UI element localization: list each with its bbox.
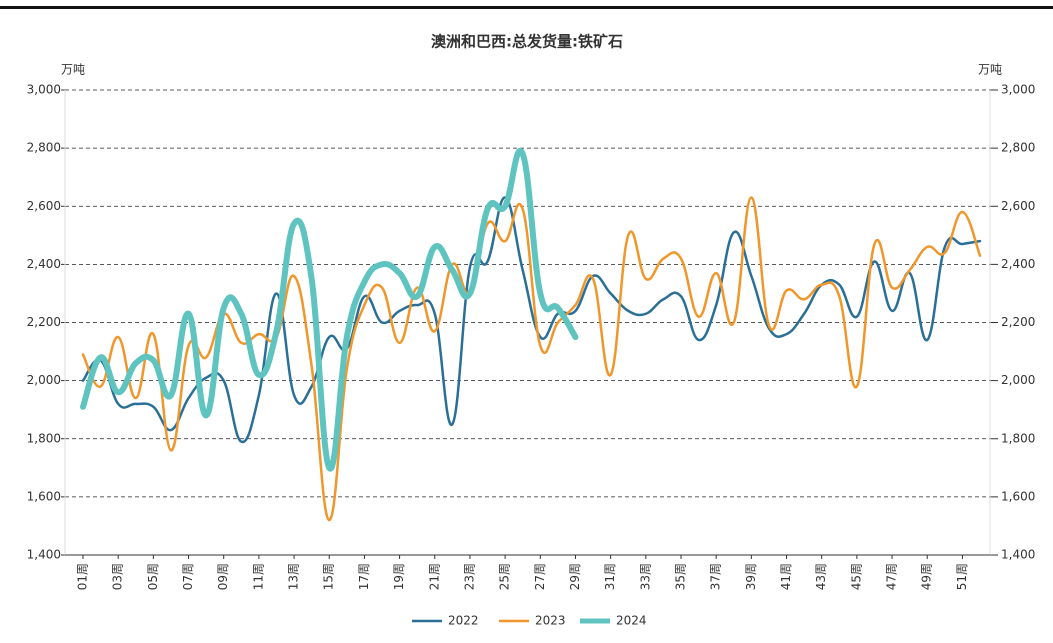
y-tick-label: 2,800 [27, 141, 61, 155]
x-tick-label: 05周 [146, 563, 160, 590]
y-tick-label: 2,600 [27, 199, 61, 213]
y2-tick-label: 1,400 [1001, 548, 1035, 562]
x-tick-label: 35周 [674, 563, 688, 590]
x-tick-label: 17周 [357, 563, 371, 590]
x-tick-label: 19周 [392, 563, 406, 590]
y-tick-label: 2,000 [27, 373, 61, 387]
x-tick-label: 15周 [322, 563, 336, 590]
top-rule [0, 6, 1053, 9]
y-tick-label: 1,600 [27, 489, 61, 503]
x-tick-label: 47周 [885, 563, 899, 590]
x-tick-label: 33周 [638, 563, 652, 590]
x-tick-label: 03周 [111, 563, 125, 590]
x-tick-label: 09周 [216, 563, 230, 590]
x-tick-label: 39周 [744, 563, 758, 590]
legend-label: 2023 [535, 614, 566, 628]
y-tick-label: 2,400 [27, 257, 61, 271]
series-line [81, 196, 982, 443]
chart-title: 澳洲和巴西:总发货量:铁矿石 [431, 33, 623, 51]
x-tick-label: 41周 [779, 563, 793, 590]
y2-unit: 万吨 [978, 63, 1002, 77]
x-tick-label: 13周 [287, 563, 301, 590]
x-tick-label: 45周 [849, 563, 863, 590]
y-tick-label: 2,200 [27, 315, 61, 329]
y2-tick-label: 2,200 [1001, 315, 1035, 329]
y-tick-label: 1,800 [27, 431, 61, 445]
x-tick-label: 23周 [462, 563, 476, 590]
series-line [80, 147, 579, 472]
x-tick-label: 21周 [427, 563, 441, 590]
x-tick-label: 37周 [709, 563, 723, 590]
x-tick-label: 29周 [568, 563, 582, 590]
x-tick-label: 25周 [498, 563, 512, 590]
x-tick-label: 27周 [533, 563, 547, 590]
y-unit: 万吨 [61, 63, 85, 77]
x-tick-label: 07周 [181, 563, 195, 590]
y2-tick-label: 2,000 [1001, 373, 1035, 387]
y2-tick-label: 3,000 [1001, 83, 1035, 97]
y-tick-label: 3,000 [27, 83, 61, 97]
legend-label: 2022 [448, 614, 479, 628]
x-tick-label: 31周 [603, 563, 617, 590]
y2-tick-label: 2,400 [1001, 257, 1035, 271]
x-tick-label: 49周 [920, 563, 934, 590]
x-tick-label: 43周 [814, 563, 828, 590]
y-tick-label: 1,400 [27, 548, 61, 562]
y2-tick-label: 1,600 [1001, 489, 1035, 503]
x-tick-label: 51周 [955, 563, 969, 590]
x-tick-label: 11周 [251, 563, 265, 590]
y2-tick-label: 1,800 [1001, 431, 1035, 445]
series-line [81, 196, 982, 522]
y2-tick-label: 2,800 [1001, 141, 1035, 155]
legend-label: 2024 [616, 614, 647, 628]
x-tick-label: 01周 [76, 563, 90, 590]
y2-tick-label: 2,600 [1001, 199, 1035, 213]
